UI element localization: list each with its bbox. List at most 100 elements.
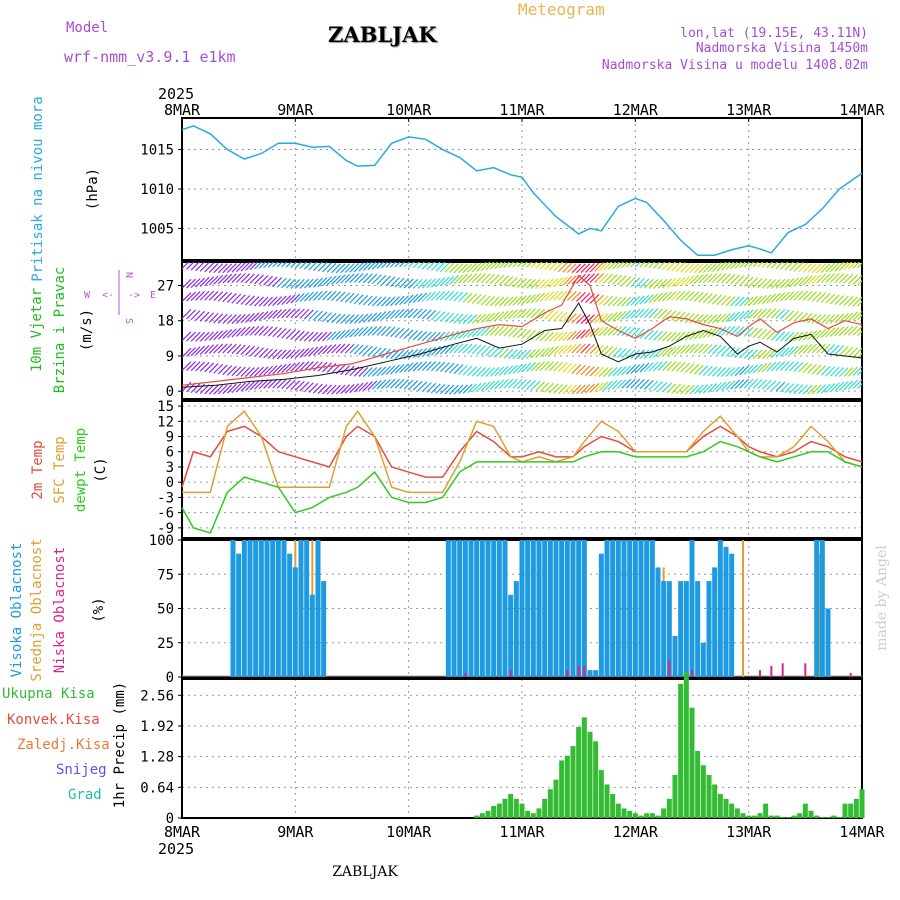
- precip-bar: [513, 798, 519, 818]
- wind-barb: [485, 295, 496, 306]
- wind-barb: [258, 347, 269, 358]
- wind-barb: [240, 381, 251, 392]
- wind-barb: [308, 291, 319, 302]
- wind-barb: [603, 295, 614, 306]
- wind-barb: [340, 343, 351, 354]
- wind-barb: [698, 365, 709, 376]
- wind-barb: [199, 311, 210, 322]
- wind-barb: [725, 296, 736, 307]
- wind-gust-line: [182, 274, 862, 386]
- wind-barb: [535, 381, 546, 392]
- wind-barb: [476, 326, 487, 337]
- wind-barb: [303, 347, 314, 358]
- wind-barb: [204, 331, 215, 342]
- wind-barb: [340, 384, 351, 395]
- wind-barb: [503, 276, 514, 287]
- y-tick-label: 15: [157, 399, 174, 415]
- wind-barb: [562, 262, 573, 273]
- wind-barb: [557, 362, 568, 373]
- wind-barb: [349, 273, 360, 284]
- wind-barb: [426, 291, 437, 302]
- wind-barb: [208, 262, 219, 273]
- wind-barb: [838, 313, 849, 323]
- wind-barb: [412, 262, 420, 269]
- wind-barb: [789, 290, 799, 301]
- wind-barb: [775, 347, 786, 358]
- wind-barb: [217, 263, 228, 274]
- wind-barb: [730, 274, 740, 285]
- wind-barb: [485, 346, 496, 357]
- wind-barb: [285, 262, 293, 268]
- wind-barb: [439, 312, 450, 322]
- wind-barb: [254, 262, 263, 270]
- wind-barb: [335, 291, 346, 302]
- wind-barb: [575, 364, 586, 375]
- cloud-bar: [661, 581, 667, 677]
- wind-barb: [657, 361, 668, 372]
- wind-barb: [861, 373, 862, 375]
- wind-barb: [195, 310, 206, 321]
- precip-bar: [802, 803, 808, 818]
- precip-bar: [831, 815, 837, 818]
- wind-barb: [208, 384, 219, 395]
- wind-barb: [471, 273, 482, 283]
- wind-barb: [358, 326, 369, 337]
- wind-barb: [530, 348, 541, 359]
- wind-barb: [625, 296, 636, 307]
- wind-barb: [235, 273, 246, 283]
- wind-barb: [680, 362, 691, 373]
- wind-barb: [766, 293, 777, 304]
- wind-barb: [807, 384, 818, 395]
- wind-barb: [195, 383, 206, 394]
- wind-barb: [743, 309, 754, 320]
- wind-barb: [585, 273, 595, 284]
- wind-barb: [571, 343, 582, 354]
- wind-barb: [303, 278, 314, 289]
- precip-bar: [700, 765, 706, 818]
- cloud-bar: [632, 540, 638, 677]
- wind-barb: [734, 262, 743, 269]
- wind-barb: [426, 309, 437, 320]
- precip-bar: [689, 707, 695, 818]
- wind-barb: [852, 379, 862, 390]
- wind-barb: [857, 300, 862, 307]
- precip-bar: [638, 815, 644, 818]
- wind-barb: [793, 276, 804, 287]
- wind-barb: [770, 279, 781, 289]
- wind-barb: [730, 296, 740, 307]
- wind-barb: [512, 378, 523, 389]
- wind-barb: [326, 290, 337, 301]
- cloud-bar: [814, 540, 820, 677]
- wind-barb: [512, 308, 523, 319]
- wind-barb: [707, 273, 718, 283]
- wind-barb: [721, 295, 731, 306]
- cloud-ylabel-low: Niska Oblacnost: [52, 547, 68, 673]
- wind-barb: [571, 263, 582, 274]
- wind-barb: [430, 345, 441, 356]
- wind-barb: [675, 276, 686, 287]
- wind-barb: [820, 314, 831, 325]
- wind-barb: [634, 262, 642, 268]
- wind-barb: [666, 278, 677, 288]
- wind-barb: [217, 384, 228, 395]
- wind-barb: [834, 345, 845, 356]
- wind-barb: [399, 295, 410, 306]
- wind-barb: [182, 331, 192, 342]
- wind-barb: [521, 294, 532, 305]
- wind-barb: [789, 361, 799, 372]
- wind-barb: [757, 262, 764, 268]
- wind-barb: [390, 262, 397, 268]
- wind-barb: [598, 326, 609, 337]
- wind-barb: [684, 275, 695, 286]
- wind-barb: [748, 262, 755, 268]
- wind-barb: [634, 363, 645, 374]
- wind-barb: [326, 331, 337, 341]
- wind-barb: [489, 262, 499, 270]
- wind-barb: [743, 378, 754, 389]
- precip-bar: [678, 683, 684, 818]
- wind-barb: [807, 291, 818, 302]
- wind-barb: [761, 329, 772, 340]
- wind-barb: [607, 312, 618, 322]
- wind-barb: [838, 367, 849, 377]
- wind-barb: [340, 314, 351, 325]
